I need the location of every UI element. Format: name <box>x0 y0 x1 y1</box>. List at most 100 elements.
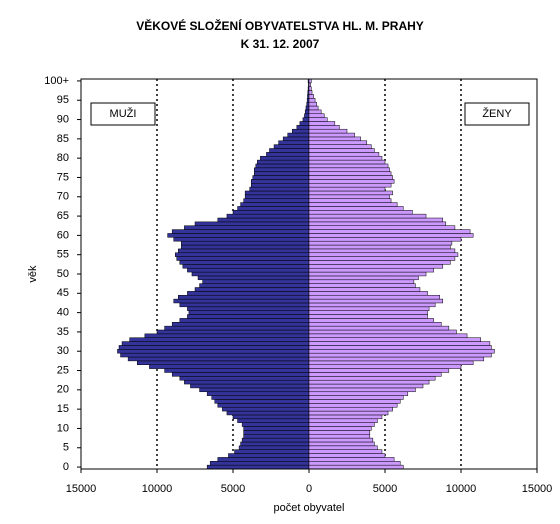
bar <box>240 441 310 447</box>
bar <box>117 349 310 354</box>
bar <box>308 279 415 284</box>
bar <box>308 221 447 226</box>
bar <box>308 399 401 404</box>
bar <box>184 225 310 230</box>
bar <box>209 461 310 466</box>
bar <box>217 217 310 223</box>
bar <box>308 155 383 161</box>
bar <box>308 101 317 107</box>
bar <box>237 206 310 211</box>
bar <box>308 206 404 211</box>
bar <box>232 210 310 215</box>
bar <box>308 171 392 176</box>
bar <box>266 152 310 157</box>
bar <box>308 136 361 142</box>
bar <box>197 275 310 281</box>
legend-label: ŽENY <box>482 107 512 120</box>
bar <box>308 379 430 385</box>
x-tick-label: 5000 <box>221 483 245 495</box>
bar <box>308 437 374 443</box>
y-tick-label: 90 <box>57 113 69 125</box>
bar <box>306 101 310 107</box>
bar <box>308 244 451 250</box>
bar <box>308 449 383 454</box>
bar <box>308 337 482 342</box>
bar <box>181 240 310 246</box>
bar <box>241 422 310 427</box>
bar <box>188 310 310 315</box>
bar <box>308 148 375 153</box>
bar <box>308 368 450 373</box>
chart-subtitle: K 31. 12. 2007 <box>241 37 320 51</box>
bar <box>296 125 310 130</box>
bar <box>308 159 386 165</box>
bar <box>308 345 492 350</box>
bar <box>171 322 310 327</box>
bar <box>308 202 398 207</box>
bar <box>308 186 386 192</box>
legend-label: MUŽI <box>110 107 137 120</box>
x-axis-label: počet obyvatel <box>274 502 345 514</box>
x-tick-label: 0 <box>306 483 312 495</box>
bar <box>308 237 462 242</box>
bar <box>179 260 310 265</box>
legend-box <box>90 102 156 126</box>
bar <box>308 233 474 238</box>
bar <box>308 391 409 396</box>
bar <box>308 90 313 95</box>
bar <box>176 256 310 261</box>
bar <box>199 283 310 288</box>
plot-frame <box>80 78 538 470</box>
bar <box>308 113 325 118</box>
bar <box>308 128 348 134</box>
bar <box>308 461 401 466</box>
bar <box>228 453 310 458</box>
bar <box>308 414 383 420</box>
bar <box>194 287 310 292</box>
bar <box>171 229 310 234</box>
bar <box>308 125 340 130</box>
bar <box>191 271 310 277</box>
bar <box>308 352 492 358</box>
bar <box>299 121 310 126</box>
y-tick-label: 100+ <box>44 75 69 87</box>
bar <box>250 179 310 184</box>
bar <box>234 449 310 454</box>
bar <box>308 163 389 169</box>
bar <box>308 213 427 219</box>
bar <box>254 171 310 176</box>
x-tick-label: 5000 <box>373 483 397 495</box>
bar <box>308 441 375 447</box>
bar <box>308 433 371 439</box>
y-tick-label: 5 <box>63 442 69 454</box>
bar <box>222 406 310 412</box>
x-tick-label: 10000 <box>142 483 173 495</box>
bar <box>156 329 310 335</box>
bar <box>308 403 398 408</box>
bar <box>308 360 474 365</box>
bar <box>179 376 310 381</box>
y-tick-label: 45 <box>57 287 69 299</box>
bar <box>178 294 310 300</box>
bar <box>308 291 428 296</box>
bar <box>206 464 310 470</box>
bar <box>250 183 310 188</box>
bar <box>308 318 434 323</box>
bar <box>173 298 310 304</box>
bar <box>292 128 310 134</box>
y-tick-label: 30 <box>57 345 69 357</box>
bar <box>164 368 310 373</box>
bar <box>308 322 442 327</box>
bar <box>244 190 310 196</box>
y-tick-label: 10 <box>57 422 69 434</box>
y-tick-label: 35 <box>57 326 69 338</box>
bar <box>237 418 310 423</box>
y-tick-label: 60 <box>57 229 69 241</box>
y-tick-label: 80 <box>57 152 69 164</box>
bar <box>308 210 413 215</box>
bar <box>252 175 310 180</box>
bar <box>308 310 428 315</box>
bar <box>304 113 310 118</box>
bar <box>308 453 386 458</box>
